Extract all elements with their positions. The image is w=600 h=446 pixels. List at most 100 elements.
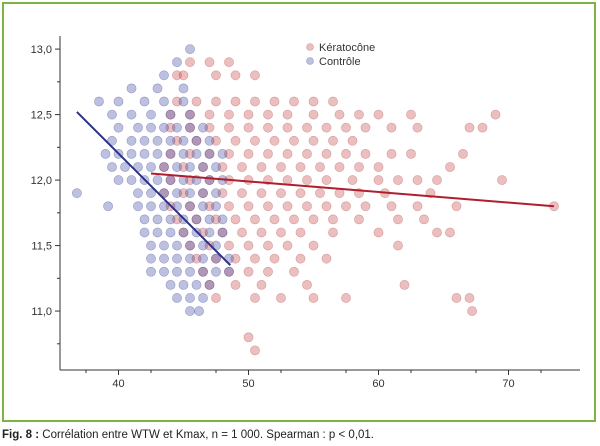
controle-point bbox=[107, 162, 117, 172]
legend-keratocone-label: Kératocône bbox=[319, 42, 375, 54]
controle-point bbox=[165, 148, 176, 159]
controle-point bbox=[194, 306, 204, 316]
controle-point bbox=[191, 214, 202, 225]
keratocone-trendline bbox=[150, 172, 555, 208]
controle-point bbox=[185, 109, 195, 120]
keratocone-point bbox=[159, 162, 169, 172]
keratocone-point bbox=[269, 253, 280, 264]
keratocone-point bbox=[386, 122, 397, 133]
controle-point bbox=[211, 162, 221, 172]
controle-point bbox=[185, 253, 195, 264]
keratocone-point bbox=[224, 240, 234, 251]
keratocone-point bbox=[289, 266, 299, 277]
keratocone-point bbox=[263, 148, 273, 159]
keratocone-point bbox=[321, 253, 332, 264]
controle-point bbox=[204, 279, 215, 290]
legend-keratocone-marker bbox=[306, 43, 314, 51]
keratocone-point bbox=[224, 57, 234, 68]
controle-point bbox=[159, 253, 169, 264]
keratocone-point bbox=[185, 240, 195, 251]
keratocone-point bbox=[237, 188, 247, 199]
keratocone-point bbox=[295, 162, 306, 172]
keratocone-point bbox=[191, 135, 202, 146]
controle-point bbox=[185, 122, 195, 133]
keratocone-point bbox=[328, 135, 338, 146]
controle-point bbox=[172, 266, 182, 277]
keratocone-point bbox=[250, 96, 260, 107]
keratocone-point bbox=[341, 293, 351, 303]
controle-point bbox=[133, 201, 143, 212]
controle-point bbox=[191, 279, 202, 290]
keratocone-point bbox=[211, 96, 221, 107]
controle-point bbox=[152, 83, 163, 94]
keratocone-point bbox=[302, 279, 312, 290]
keratocone-point bbox=[354, 214, 364, 225]
controle-point bbox=[139, 148, 150, 159]
controle-point bbox=[185, 201, 195, 212]
controle-point bbox=[139, 227, 150, 238]
keratocone-point bbox=[256, 188, 267, 199]
controle-point bbox=[198, 162, 208, 172]
keratocone-point bbox=[250, 345, 260, 356]
keratocone-point bbox=[373, 109, 384, 120]
keratocone-point bbox=[328, 227, 338, 238]
controle-point bbox=[165, 135, 176, 146]
x-tick-label: 60 bbox=[372, 378, 384, 390]
controle-point bbox=[198, 188, 208, 199]
keratocone-point bbox=[243, 122, 254, 133]
keratocone-point bbox=[191, 214, 202, 225]
controle-point bbox=[204, 135, 215, 146]
controle-point bbox=[178, 96, 189, 107]
keratocone-point bbox=[230, 135, 241, 146]
controle-point bbox=[217, 227, 228, 238]
keratocone-point bbox=[263, 122, 273, 133]
keratocone-point bbox=[308, 135, 319, 146]
y-tick-label: 11,0 bbox=[31, 306, 52, 318]
controle-point bbox=[113, 122, 124, 133]
keratocone-point bbox=[269, 214, 280, 225]
keratocone-point bbox=[256, 162, 267, 172]
keratocone-point bbox=[243, 201, 254, 212]
keratocone-point bbox=[185, 201, 195, 212]
keratocone-point bbox=[328, 214, 338, 225]
controle-point bbox=[159, 122, 169, 133]
controle-point bbox=[152, 214, 163, 225]
controle-point bbox=[113, 96, 124, 107]
keratocone-point bbox=[263, 109, 273, 120]
controle-point bbox=[224, 266, 234, 277]
keratocone-point bbox=[451, 201, 462, 212]
keratocone-point bbox=[341, 122, 351, 133]
controle-point bbox=[146, 240, 156, 251]
keratocone-point bbox=[373, 175, 384, 185]
controle-point bbox=[211, 266, 221, 277]
keratocone-point bbox=[432, 227, 442, 238]
controle-point bbox=[217, 214, 228, 225]
keratocone-point bbox=[172, 135, 182, 146]
keratocone-point bbox=[276, 293, 286, 303]
keratocone-point bbox=[276, 162, 286, 172]
keratocone-point bbox=[458, 148, 468, 159]
keratocone-point bbox=[263, 240, 273, 251]
controle-point bbox=[139, 96, 150, 107]
legend-controle-label: Contrôle bbox=[319, 56, 361, 68]
caption-text: Corrélation entre WTW et Kmax, n = 1 000… bbox=[39, 429, 374, 441]
controle-point bbox=[107, 135, 117, 146]
keratocone-point bbox=[217, 162, 228, 172]
keratocone-point bbox=[211, 253, 221, 264]
keratocone-point bbox=[243, 240, 254, 251]
keratocone-point bbox=[360, 122, 371, 133]
keratocone-point bbox=[315, 162, 325, 172]
controle-point bbox=[146, 266, 156, 277]
keratocone-point bbox=[237, 162, 247, 172]
controle-point bbox=[159, 162, 169, 172]
keratocone-point bbox=[191, 253, 202, 264]
keratocone-point bbox=[217, 227, 228, 238]
keratocone-point bbox=[230, 214, 241, 225]
keratocone-point bbox=[406, 109, 416, 120]
keratocone-point bbox=[328, 96, 338, 107]
keratocone-point bbox=[341, 148, 351, 159]
keratocone-point bbox=[445, 227, 455, 238]
x-tick-label: 50 bbox=[242, 378, 254, 390]
controle-point bbox=[146, 253, 156, 264]
controle-point bbox=[126, 135, 137, 146]
